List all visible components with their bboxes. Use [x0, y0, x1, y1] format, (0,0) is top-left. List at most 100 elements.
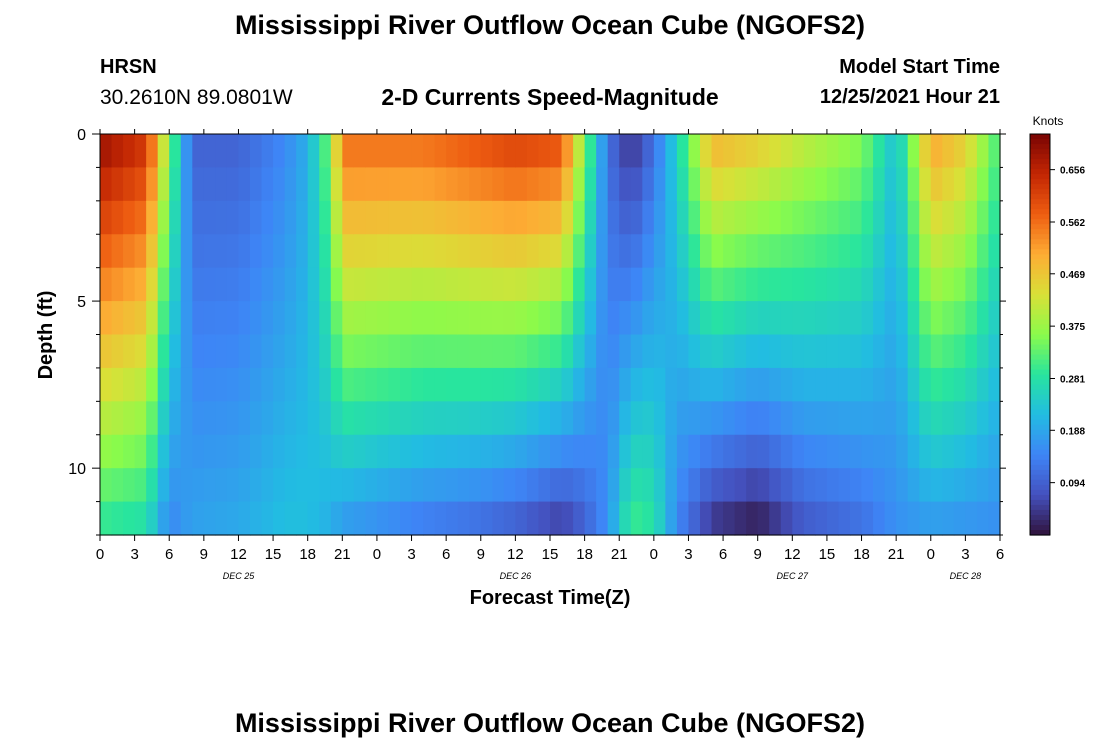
heatmap-cell: [526, 234, 540, 269]
heatmap-cell: [215, 367, 228, 402]
heatmap-cell: [307, 200, 320, 235]
heatmap-cell: [573, 234, 586, 269]
heatmap-cell: [423, 234, 436, 269]
heatmap-cell: [711, 134, 724, 169]
heatmap-cell: [896, 200, 909, 235]
colorbar-swatch: [1030, 364, 1050, 371]
heatmap-cell: [365, 167, 378, 202]
heatmap-cell: [884, 200, 897, 235]
heatmap-cell: [376, 301, 390, 336]
heatmap-cell: [884, 134, 897, 169]
heatmap-cell: [838, 367, 851, 402]
heatmap-cell: [515, 468, 528, 503]
heatmap-cell: [734, 468, 747, 503]
heatmap-cell: [284, 367, 297, 402]
heatmap-cell: [457, 334, 470, 369]
heatmap-cell: [930, 134, 943, 169]
heatmap-cell: [746, 167, 759, 202]
heatmap-cell: [123, 301, 136, 336]
heatmap-cell: [803, 301, 816, 336]
heatmap-cell: [238, 134, 251, 169]
colorbar-swatch: [1030, 194, 1050, 200]
heatmap-cell: [723, 501, 736, 536]
heatmap-cell: [688, 301, 701, 336]
heatmap-cell: [365, 501, 378, 536]
heatmap-cell: [469, 167, 482, 202]
colorbar-swatch: [1030, 144, 1050, 150]
heatmap-cell: [884, 167, 897, 202]
heatmap-cell: [100, 367, 113, 402]
heatmap-cell: [896, 301, 909, 336]
heatmap-cell: [226, 167, 240, 202]
heatmap-cell: [446, 468, 459, 503]
heatmap-cell: [873, 301, 886, 336]
heatmap-cell: [607, 434, 620, 469]
heatmap-cell: [942, 401, 955, 436]
heatmap-cell: [330, 301, 343, 336]
heatmap-cell: [630, 234, 643, 269]
heatmap-cell: [550, 367, 563, 402]
heatmap-cell: [157, 267, 170, 302]
heatmap-cell: [584, 267, 597, 302]
heatmap-cell: [676, 401, 690, 436]
colorbar-swatch: [1030, 439, 1050, 446]
heatmap-cell: [850, 200, 863, 235]
heatmap-cell: [100, 301, 113, 336]
heatmap-cell: [988, 501, 1001, 536]
heatmap-cell: [665, 234, 678, 269]
heatmap-cell: [515, 301, 528, 336]
heatmap-cell: [423, 501, 436, 536]
heatmap-cell: [123, 501, 136, 536]
heatmap-cell: [942, 334, 955, 369]
colorbar-gradient: [1030, 134, 1050, 536]
heatmap-cell: [238, 200, 251, 235]
chart-title: Mississippi River Outflow Ocean Cube (NG…: [234, 10, 866, 40]
heatmap-cell: [988, 367, 1001, 402]
colorbar-swatch: [1030, 524, 1050, 531]
heatmap-cell: [965, 468, 978, 503]
heatmap-cell: [965, 501, 978, 536]
heatmap-cell: [146, 167, 159, 202]
heatmap-cell: [261, 267, 274, 302]
heatmap-cell: [676, 301, 690, 336]
heatmap-cell: [146, 501, 159, 536]
heatmap-cell: [884, 234, 897, 269]
heatmap-cell: [734, 267, 747, 302]
heatmap-cell: [642, 134, 655, 169]
heatmap-cell: [965, 334, 978, 369]
heatmap-cell: [919, 167, 932, 202]
heatmap-cell: [480, 468, 493, 503]
heatmap-cell: [907, 234, 920, 269]
heatmap-cell: [134, 200, 147, 235]
heatmap-cell: [826, 434, 840, 469]
heatmap-cell: [480, 167, 493, 202]
heatmap-cell: [169, 200, 182, 235]
heatmap-cell: [700, 234, 713, 269]
heatmap-cell: [457, 367, 470, 402]
heatmap-cell: [723, 267, 736, 302]
heatmap-cell: [457, 501, 470, 536]
heatmap-cell: [815, 167, 828, 202]
heatmap-cell: [573, 501, 586, 536]
heatmap-cell: [457, 234, 470, 269]
heatmap-cell: [296, 468, 309, 503]
heatmap-cell: [400, 134, 413, 169]
heatmap-cell: [515, 267, 528, 302]
heatmap-cell: [307, 134, 320, 169]
heatmap-cell: [480, 434, 493, 469]
heatmap-cell: [273, 301, 286, 336]
heatmap-cell: [111, 301, 124, 336]
date-label: DEC 26: [500, 571, 532, 581]
heatmap-cell: [342, 301, 355, 336]
heatmap-cell: [953, 401, 966, 436]
heatmap-cell: [180, 334, 193, 369]
heatmap-cell: [584, 234, 597, 269]
heatmap-cell: [480, 401, 493, 436]
heatmap-cell: [953, 468, 966, 503]
heatmap-cell: [792, 267, 805, 302]
heatmap-cell: [492, 434, 505, 469]
heatmap-cell: [273, 267, 286, 302]
heatmap-cell: [711, 200, 724, 235]
heatmap-cell: [803, 401, 816, 436]
colorbar-swatch: [1030, 389, 1050, 396]
